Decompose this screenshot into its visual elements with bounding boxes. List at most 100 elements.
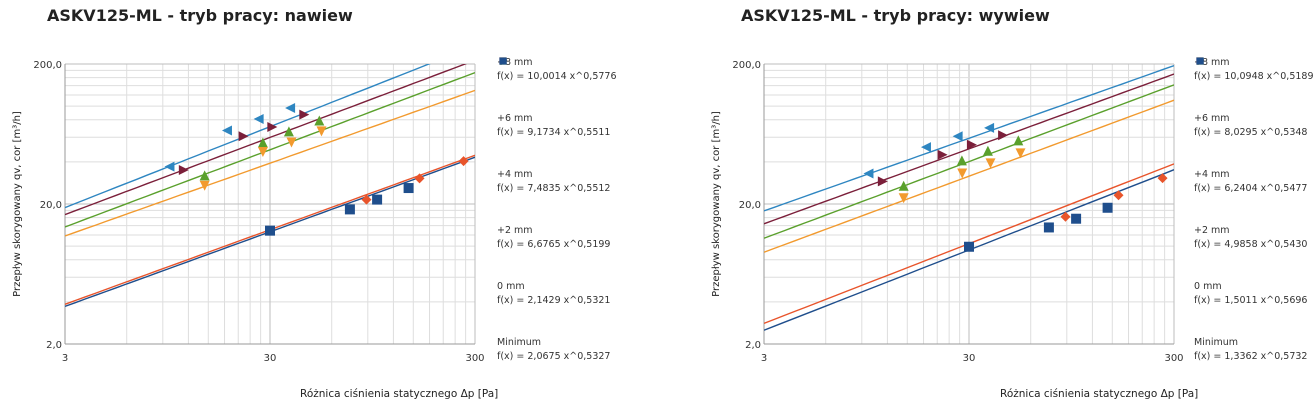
- legend-label: Minimum: [497, 336, 542, 348]
- legend-item: 0 mm f(x) = 1,5011 x^0,5696: [1194, 57, 1313, 335]
- grid: [763, 63, 1175, 345]
- data-point: [316, 126, 327, 137]
- legend-label: +8 mm: [497, 56, 533, 68]
- legend-equation: f(x) = 4,9858 x^0,5430: [1194, 239, 1308, 250]
- data-point: [314, 115, 325, 126]
- data-point: [253, 113, 264, 124]
- y-tick-label: 200,0: [732, 60, 761, 71]
- legend-equation: f(x) = 1,3362 x^0,5732: [1194, 351, 1308, 362]
- chart-title: ASKV125-ML - tryb pracy: wywiew: [741, 6, 1050, 25]
- legend-equation: f(x) = 8,0295 x^0,5348: [1194, 127, 1308, 138]
- data-point: [283, 126, 294, 137]
- legend-equation: f(x) = 10,0948 x^0,5189: [1194, 71, 1313, 82]
- x-tick-label: 3: [62, 353, 68, 364]
- legend-marker: [1196, 57, 1204, 65]
- data-point: [877, 176, 888, 187]
- legend-item: +6 mm f(x) = 8,0295 x^0,5348: [1194, 57, 1313, 167]
- data-point: [1060, 211, 1071, 222]
- trend-line: [764, 99, 1174, 253]
- y-tick-label: 2,0: [745, 340, 761, 351]
- legend-equation: f(x) = 6,6765 x^0,5199: [497, 239, 611, 250]
- data-point: [178, 164, 189, 175]
- x-axis-label: Różnica ciśnienia statycznego Δp [Pa]: [300, 388, 499, 400]
- data-point: [966, 139, 977, 150]
- data-point: [964, 241, 974, 252]
- data-point: [199, 170, 210, 181]
- data-point: [403, 183, 414, 194]
- legend-item: 0 mm f(x) = 2,1429 x^0,5321: [497, 57, 637, 335]
- legend-label: +4 mm: [1194, 168, 1230, 180]
- y-tick-label: 2,0: [46, 340, 62, 351]
- data-point: [1102, 202, 1113, 213]
- data-point: [257, 147, 268, 158]
- data-point: [982, 145, 993, 156]
- legend-equation: f(x) = 9,1734 x^0,5511: [497, 127, 611, 138]
- legend-label: 0 mm: [1194, 280, 1222, 292]
- trend-line: [764, 73, 1174, 225]
- data-point: [257, 137, 268, 148]
- data-point: [372, 194, 383, 205]
- data-point: [344, 204, 355, 215]
- y-axis-label: Przepływ skorygowany qv, cor [m³/h]: [711, 111, 722, 297]
- x-axis-label: Różnica ciśnienia statycznego Δp [Pa]: [1000, 388, 1199, 400]
- legend: +8 mm f(x) = 10,0014 x^0,5776 +6 mm f(x) = …: [497, 55, 637, 391]
- trend-line: [65, 71, 475, 228]
- trend-line: [65, 89, 475, 237]
- data-point: [1071, 213, 1082, 224]
- data-point: [267, 121, 278, 132]
- x-tick-label: 30: [264, 353, 277, 364]
- legend-label: +2 mm: [1194, 224, 1230, 236]
- data-point: [956, 155, 967, 166]
- chart-title: ASKV125-ML - tryb pracy: nawiew: [47, 6, 353, 25]
- data-point: [265, 225, 275, 236]
- data-point: [937, 149, 948, 160]
- data-point: [238, 131, 249, 142]
- legend-label: +4 mm: [497, 168, 533, 180]
- x-tick-label: 300: [465, 353, 484, 364]
- data-point: [414, 173, 425, 184]
- data-point: [1043, 222, 1054, 233]
- legend-equation: f(x) = 2,0675 x^0,5327: [497, 351, 611, 362]
- data-point: [285, 102, 296, 113]
- legend-label: +2 mm: [497, 224, 533, 236]
- data-point: [361, 194, 372, 205]
- legend-item: +2 mm f(x) = 4,9858 x^0,5430: [1194, 57, 1313, 279]
- data-point: [985, 158, 996, 169]
- y-tick-label: 20,0: [40, 200, 62, 211]
- data-point: [957, 168, 968, 179]
- y-tick-label: 20,0: [739, 200, 761, 211]
- legend-equation: f(x) = 1,5011 x^0,5696: [1194, 295, 1308, 306]
- legend-label: 0 mm: [497, 280, 525, 292]
- legend-equation: f(x) = 7,4835 x^0,5512: [497, 183, 611, 194]
- chart-plot: 3 30 300 2,0 20,0 200,0 Przepływ skorygowany q…: [12, 60, 485, 364]
- legend-equation: f(x) = 2,1429 x^0,5321: [497, 295, 611, 306]
- legend-item: +4 mm f(x) = 7,4835 x^0,5512: [497, 57, 637, 223]
- data-point: [998, 130, 1009, 141]
- x-tick-label: 30: [963, 353, 976, 364]
- legend-equation: f(x) = 6,2404 x^0,5477: [1194, 183, 1308, 194]
- chart-plot: 3 30 300 2,0 20,0 200,0 Przepływ skorygowany q…: [711, 60, 1184, 364]
- y-tick-label: 200,0: [33, 60, 62, 71]
- legend-label: Minimum: [1194, 336, 1239, 348]
- data-point: [221, 125, 232, 136]
- data-point: [898, 180, 909, 191]
- data-point: [199, 180, 210, 191]
- legend-item: Minimum f(x) = 1,3362 x^0,5732: [1194, 57, 1313, 391]
- data-point: [952, 131, 963, 142]
- legend-item: +4 mm f(x) = 6,2404 x^0,5477: [1194, 57, 1313, 223]
- legend-item: +6 mm f(x) = 9,1734 x^0,5511: [497, 57, 637, 167]
- legend-label: +6 mm: [1194, 112, 1230, 124]
- legend-item: +2 mm f(x) = 6,6765 x^0,5199: [497, 57, 637, 279]
- trend-line: [764, 64, 1174, 212]
- chart-panel-wywiew: ASKV125-ML - tryb pracy: wywiew 3 30 300 2,…: [657, 0, 1313, 405]
- legend-marker: [499, 57, 507, 65]
- data-point: [920, 142, 931, 153]
- legend-label: +6 mm: [497, 112, 533, 124]
- data-point: [286, 137, 297, 148]
- x-tick-label: 3: [761, 353, 767, 364]
- data-point: [863, 168, 874, 179]
- data-point: [1015, 148, 1026, 159]
- y-axis-label: Przepływ skorygowany qv, cor [m³/h]: [12, 111, 23, 297]
- legend-item: Minimum f(x) = 2,0675 x^0,5327: [497, 57, 637, 391]
- legend-label: +8 mm: [1194, 56, 1230, 68]
